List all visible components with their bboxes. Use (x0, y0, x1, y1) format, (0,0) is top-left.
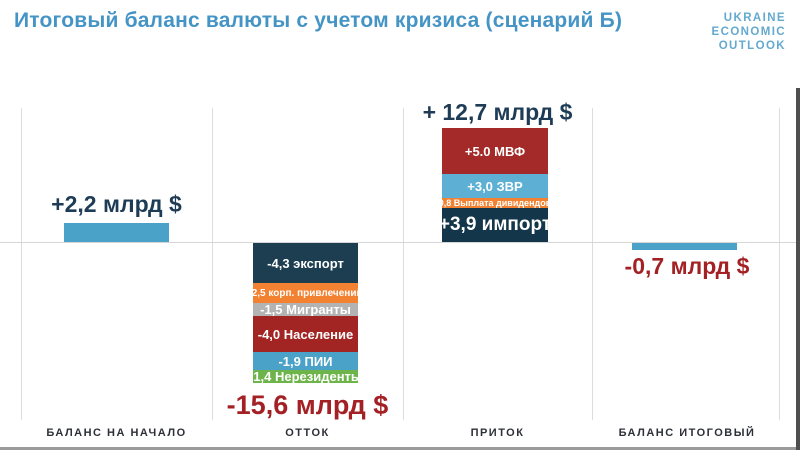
gridline-vertical-5 (779, 108, 780, 420)
inflow-segment-import: +3,9 импорт (442, 208, 548, 242)
page-title: Итоговый баланс валюты с учетом кризиса … (14, 9, 623, 32)
outflow-total-label: -15,6 млрд $ (226, 390, 389, 420)
outflow-segment-corporate: -2,5 корп. привлечений (253, 283, 358, 303)
category-label-outflow: ОТТОК (285, 427, 330, 439)
inflow-segment-dividends: 0,8 Выплата дивидендов (442, 198, 548, 208)
opening-balance-value-label: +2,2 млрд $ (51, 191, 182, 217)
right-scrollbar-strip[interactable] (796, 88, 800, 450)
category-label-inflow: ПРИТОК (470, 427, 525, 439)
category-label-final-balance: БАЛАНС ИТОГОВЫЙ (618, 427, 756, 439)
opening-balance-bar (64, 223, 169, 242)
inflow-segment-reserves: +3,0 ЗВР (442, 174, 548, 198)
gridline-vertical-4 (592, 108, 593, 420)
final-balance-bar (632, 243, 737, 250)
final-balance-value-label: -0,7 млрд $ (624, 253, 750, 279)
logo-line: OUTLOOK (718, 40, 786, 53)
bottom-edge-strip (0, 447, 800, 450)
category-label-opening-balance: БАЛАНС НА НАЧАЛО (46, 427, 187, 439)
logo-ukraine-economic-outlook: UKRAINE ECONOMIC OUTLOOK (712, 11, 786, 53)
gridline-vertical-3 (403, 108, 404, 420)
inflow-total-label: + 12,7 млрд $ (422, 99, 573, 125)
outflow-segment-population: -4,0 Население (253, 316, 358, 352)
logo-line: UKRAINE (723, 12, 786, 24)
outflow-segment-fdi: -1,9 ПИИ (253, 352, 358, 370)
logo-line: ECONOMIC (711, 26, 786, 39)
outflow-segment-export: -4,3 экспорт (253, 243, 358, 283)
gridline-vertical-1 (21, 108, 22, 420)
gridline-vertical-2 (212, 108, 213, 420)
inflow-stacked-bar: +5.0 МВФ +3,0 ЗВР 0,8 Выплата дивидендов… (442, 128, 548, 242)
outflow-stacked-bar: -4,3 экспорт -2,5 корп. привлечений -1,5… (253, 243, 358, 383)
zero-baseline (0, 242, 800, 243)
outflow-segment-migrants: -1,5 Мигранты (253, 303, 358, 316)
inflow-segment-imf: +5.0 МВФ (442, 128, 548, 174)
outflow-segment-nonresidents: -1,4 Нерезиденты (253, 370, 358, 383)
